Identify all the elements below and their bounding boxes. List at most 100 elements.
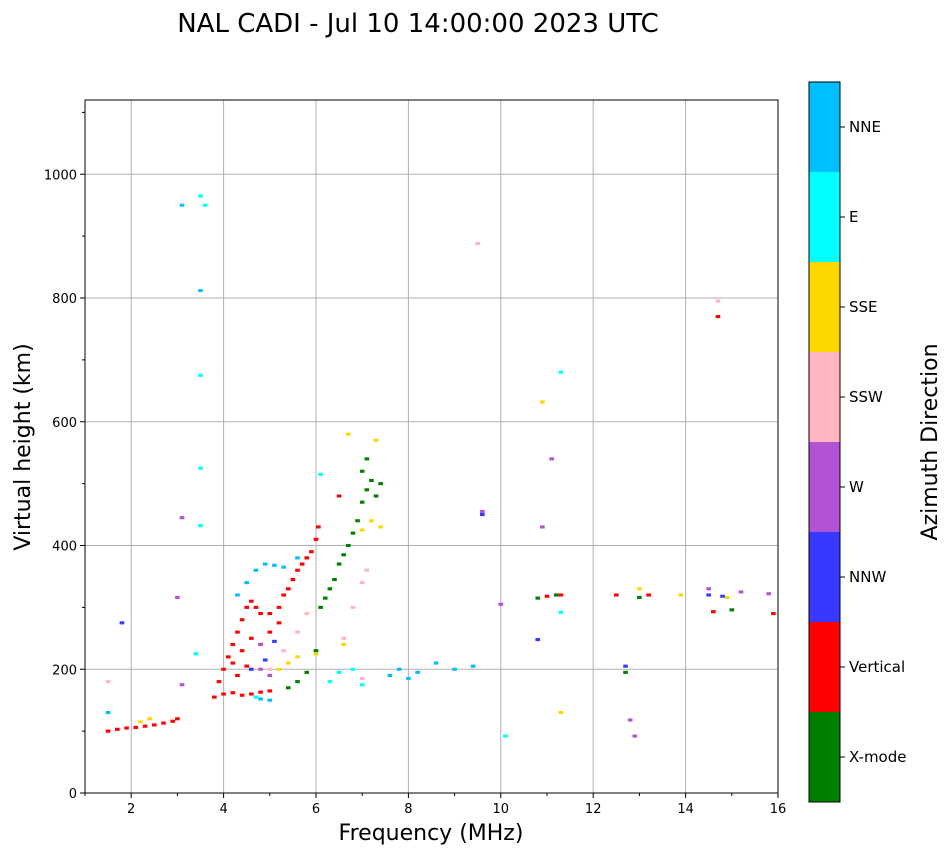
- data-point: [678, 593, 684, 597]
- data-point: [212, 695, 217, 699]
- y-axis-label: Virtual height (km): [11, 343, 36, 550]
- data-point: [133, 725, 139, 729]
- data-point: [359, 469, 365, 473]
- x-tick-label: 16: [770, 802, 787, 817]
- data-point: [249, 599, 254, 603]
- y-tick-label: 600: [52, 416, 77, 431]
- colorbar-label: Azimuth Direction: [918, 343, 943, 540]
- data-point: [295, 556, 300, 560]
- data-point: [299, 562, 305, 566]
- data-point: [766, 592, 772, 596]
- data-point: [216, 680, 222, 684]
- data-point: [627, 718, 633, 722]
- data-point: [623, 670, 628, 674]
- data-point: [267, 667, 273, 671]
- data-point: [322, 596, 328, 600]
- data-point: [359, 683, 365, 687]
- data-point: [316, 525, 321, 529]
- data-point: [244, 664, 250, 668]
- data-point: [350, 605, 356, 609]
- colorbar-tick-label: W: [849, 478, 864, 496]
- y-tick-label: 800: [52, 292, 77, 307]
- data-point: [276, 621, 282, 625]
- data-point: [124, 726, 129, 730]
- data-point: [267, 630, 273, 634]
- data-point: [304, 670, 310, 674]
- data-point: [313, 649, 319, 653]
- data-point: [198, 194, 203, 198]
- x-axis-ticks: 2 4 6 8 10 12 14 16: [84, 793, 787, 817]
- data-point: [452, 667, 457, 671]
- data-point: [558, 610, 564, 614]
- data-point: [706, 587, 712, 591]
- y-tick-label: 200: [52, 663, 77, 678]
- data-point: [318, 472, 323, 476]
- data-point: [119, 621, 125, 625]
- data-point: [295, 568, 300, 572]
- data-point: [239, 649, 245, 653]
- x-tick-label: 14: [677, 802, 694, 817]
- data-point: [558, 711, 564, 715]
- data-point: [715, 315, 721, 319]
- data-point: [258, 642, 263, 647]
- data-point: [359, 676, 365, 681]
- data-point: [480, 513, 485, 517]
- data-point: [179, 516, 185, 520]
- data-point: [170, 719, 176, 723]
- data-point: [378, 525, 383, 529]
- data-point: [285, 587, 291, 591]
- data-point: [179, 203, 185, 207]
- data-point: [715, 299, 721, 303]
- data-point: [272, 639, 277, 643]
- data-point: [281, 565, 286, 569]
- data-point: [276, 667, 282, 671]
- data-point: [729, 608, 735, 612]
- colorbar: X-mode Vertical NNW W SSW SSE E NNE: [808, 81, 906, 803]
- data-point: [142, 724, 148, 728]
- data-point: [281, 593, 286, 597]
- data-point: [336, 562, 342, 566]
- x-tick-label: 8: [404, 802, 412, 817]
- x-tick-label: 6: [312, 802, 320, 817]
- data-point: [406, 676, 411, 681]
- data-point: [147, 717, 152, 721]
- data-point: [632, 734, 638, 738]
- y-tick-label: 0: [69, 787, 77, 802]
- data-point: [258, 690, 263, 694]
- data-point: [433, 661, 439, 665]
- data-point: [253, 568, 259, 572]
- data-point: [535, 638, 541, 642]
- data-point: [235, 630, 240, 634]
- data-point: [313, 652, 319, 656]
- data-point: [267, 698, 273, 702]
- data-point: [724, 595, 730, 600]
- data-point: [771, 612, 776, 616]
- data-point: [373, 438, 379, 442]
- data-point: [230, 661, 236, 665]
- data-point: [235, 593, 240, 597]
- data-point: [175, 717, 180, 721]
- data-point: [151, 723, 157, 727]
- data-point: [290, 577, 296, 582]
- x-axis-label: Frequency (MHz): [339, 821, 524, 846]
- data-point: [179, 683, 185, 687]
- data-point: [369, 519, 374, 523]
- data-point: [350, 667, 356, 671]
- data-point: [364, 568, 370, 572]
- x-tick-label: 12: [585, 802, 602, 817]
- data-point: [475, 242, 481, 246]
- data-point: [359, 528, 365, 532]
- data-point: [309, 550, 314, 554]
- data-point: [239, 618, 245, 622]
- data-point: [262, 562, 268, 566]
- data-point: [244, 581, 250, 585]
- data-point: [355, 519, 360, 523]
- data-point: [175, 595, 180, 600]
- data-point: [346, 543, 351, 548]
- x-tick-label: 4: [219, 802, 227, 817]
- data-point: [720, 594, 725, 598]
- data-point: [540, 400, 545, 404]
- data-point: [258, 667, 263, 671]
- data-point: [138, 720, 143, 724]
- y-axis-ticks: 0 200 400 600 800 1000: [44, 111, 85, 802]
